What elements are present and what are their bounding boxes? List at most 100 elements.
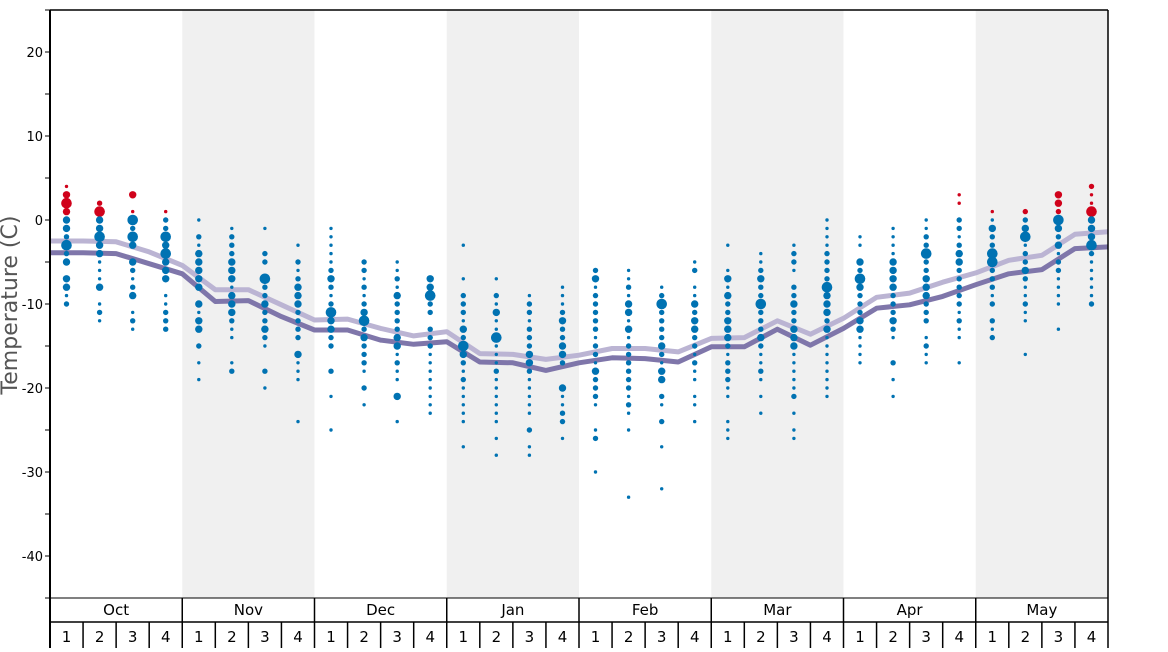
data-point	[1023, 352, 1027, 357]
data-point	[494, 319, 498, 323]
data-point	[891, 394, 895, 399]
data-point	[559, 410, 566, 416]
data-point	[197, 310, 201, 315]
data-point	[228, 308, 236, 317]
data-point	[987, 248, 998, 259]
data-point	[626, 293, 631, 298]
data-point	[294, 300, 302, 308]
data-point	[558, 317, 567, 325]
data-point	[295, 318, 301, 324]
data-point	[956, 318, 962, 324]
data-point	[460, 301, 466, 307]
month-label-feb: Feb	[632, 601, 659, 619]
data-point	[361, 360, 367, 366]
data-point	[724, 317, 732, 325]
data-point	[659, 393, 665, 400]
week-label: 3	[128, 628, 138, 646]
data-point	[659, 292, 665, 299]
data-point	[726, 428, 730, 432]
data-point	[94, 231, 105, 243]
data-point	[261, 325, 269, 333]
data-point	[395, 369, 399, 373]
data-point	[955, 249, 963, 258]
data-point	[129, 258, 137, 266]
data-point	[461, 394, 465, 399]
data-point	[726, 243, 730, 247]
data-point	[792, 386, 796, 390]
data-point	[956, 267, 962, 274]
data-point	[129, 291, 137, 300]
data-point	[725, 301, 731, 307]
data-point	[296, 377, 300, 382]
data-point	[461, 243, 465, 247]
week-label: 3	[525, 628, 535, 646]
data-point	[625, 343, 632, 349]
data-point	[890, 301, 896, 307]
data-point	[593, 285, 598, 289]
data-point	[693, 293, 697, 298]
data-point	[825, 226, 829, 231]
data-point	[858, 344, 862, 348]
data-point	[295, 309, 301, 316]
data-point	[626, 319, 631, 323]
data-point	[922, 283, 930, 291]
data-point	[889, 258, 897, 266]
data-point	[824, 259, 830, 265]
data-point	[360, 308, 368, 317]
y-axis: 20 10 0 -10 -20 -30 -40	[22, 9, 50, 599]
data-point	[825, 377, 829, 382]
data-point	[957, 193, 961, 197]
data-point	[1053, 214, 1064, 226]
data-point	[923, 318, 929, 324]
data-point	[229, 250, 235, 257]
data-point	[1086, 239, 1097, 251]
week-label: 2	[359, 628, 369, 646]
data-point	[296, 419, 300, 424]
data-point	[890, 360, 896, 366]
data-point	[395, 268, 399, 273]
data-point	[625, 385, 632, 391]
data-point	[64, 293, 69, 298]
data-point	[692, 309, 698, 316]
data-point	[824, 276, 830, 282]
data-point	[924, 226, 928, 231]
data-point	[956, 242, 962, 248]
data-point	[658, 367, 666, 375]
data-point	[97, 260, 102, 264]
data-point	[724, 291, 732, 300]
data-point	[857, 267, 863, 274]
data-point	[131, 310, 135, 315]
data-point	[129, 191, 137, 199]
data-point	[758, 368, 764, 374]
data-point	[791, 318, 797, 324]
data-point	[693, 369, 697, 373]
data-point	[758, 326, 764, 332]
data-point	[461, 411, 465, 415]
data-point	[160, 248, 171, 259]
data-point	[692, 360, 698, 366]
data-point	[494, 302, 498, 306]
data-point	[129, 241, 137, 249]
data-point	[230, 327, 234, 331]
data-point	[494, 352, 498, 357]
data-point	[759, 394, 763, 399]
data-point	[162, 258, 170, 266]
data-point	[560, 436, 565, 441]
data-point	[130, 267, 136, 274]
data-point	[494, 394, 498, 399]
data-point	[856, 317, 864, 325]
data-point	[197, 361, 201, 365]
data-point	[823, 291, 831, 300]
data-point	[1089, 193, 1094, 197]
data-point	[494, 361, 498, 365]
week-label: 3	[1054, 628, 1064, 646]
data-point	[428, 361, 432, 365]
data-point	[558, 342, 567, 350]
data-point	[361, 267, 367, 274]
data-point	[63, 250, 70, 257]
data-point	[527, 403, 532, 407]
data-point	[362, 277, 366, 281]
week-label: 1	[591, 628, 601, 646]
data-point	[625, 376, 632, 383]
data-point	[724, 325, 732, 333]
